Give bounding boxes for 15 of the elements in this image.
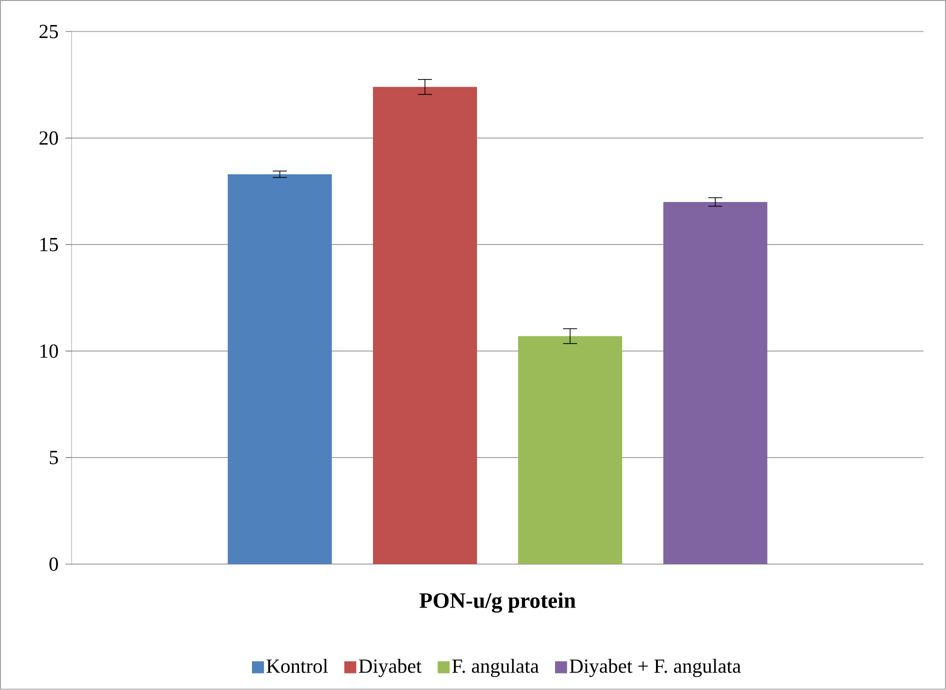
y-tick-label: 15 bbox=[40, 238, 58, 252]
y-tick-label: 0 bbox=[49, 557, 58, 571]
y-tick-label: 5 bbox=[50, 451, 58, 464]
y-tick-label: 10 bbox=[40, 344, 58, 358]
bar bbox=[518, 336, 622, 564]
bar bbox=[663, 202, 768, 564]
bar bbox=[228, 174, 332, 564]
x-axis-title: PON-u/g protein bbox=[420, 592, 576, 613]
bar bbox=[372, 87, 478, 564]
legend-label: F. angulata bbox=[452, 658, 539, 678]
legend-label: Diyabet bbox=[358, 658, 422, 678]
y-tick-label: 25 bbox=[40, 24, 58, 38]
legend-label: Diyabet + F. angulata bbox=[570, 658, 741, 678]
legend-label: Kontrol bbox=[266, 658, 328, 674]
y-tick-label: 20 bbox=[40, 131, 58, 145]
